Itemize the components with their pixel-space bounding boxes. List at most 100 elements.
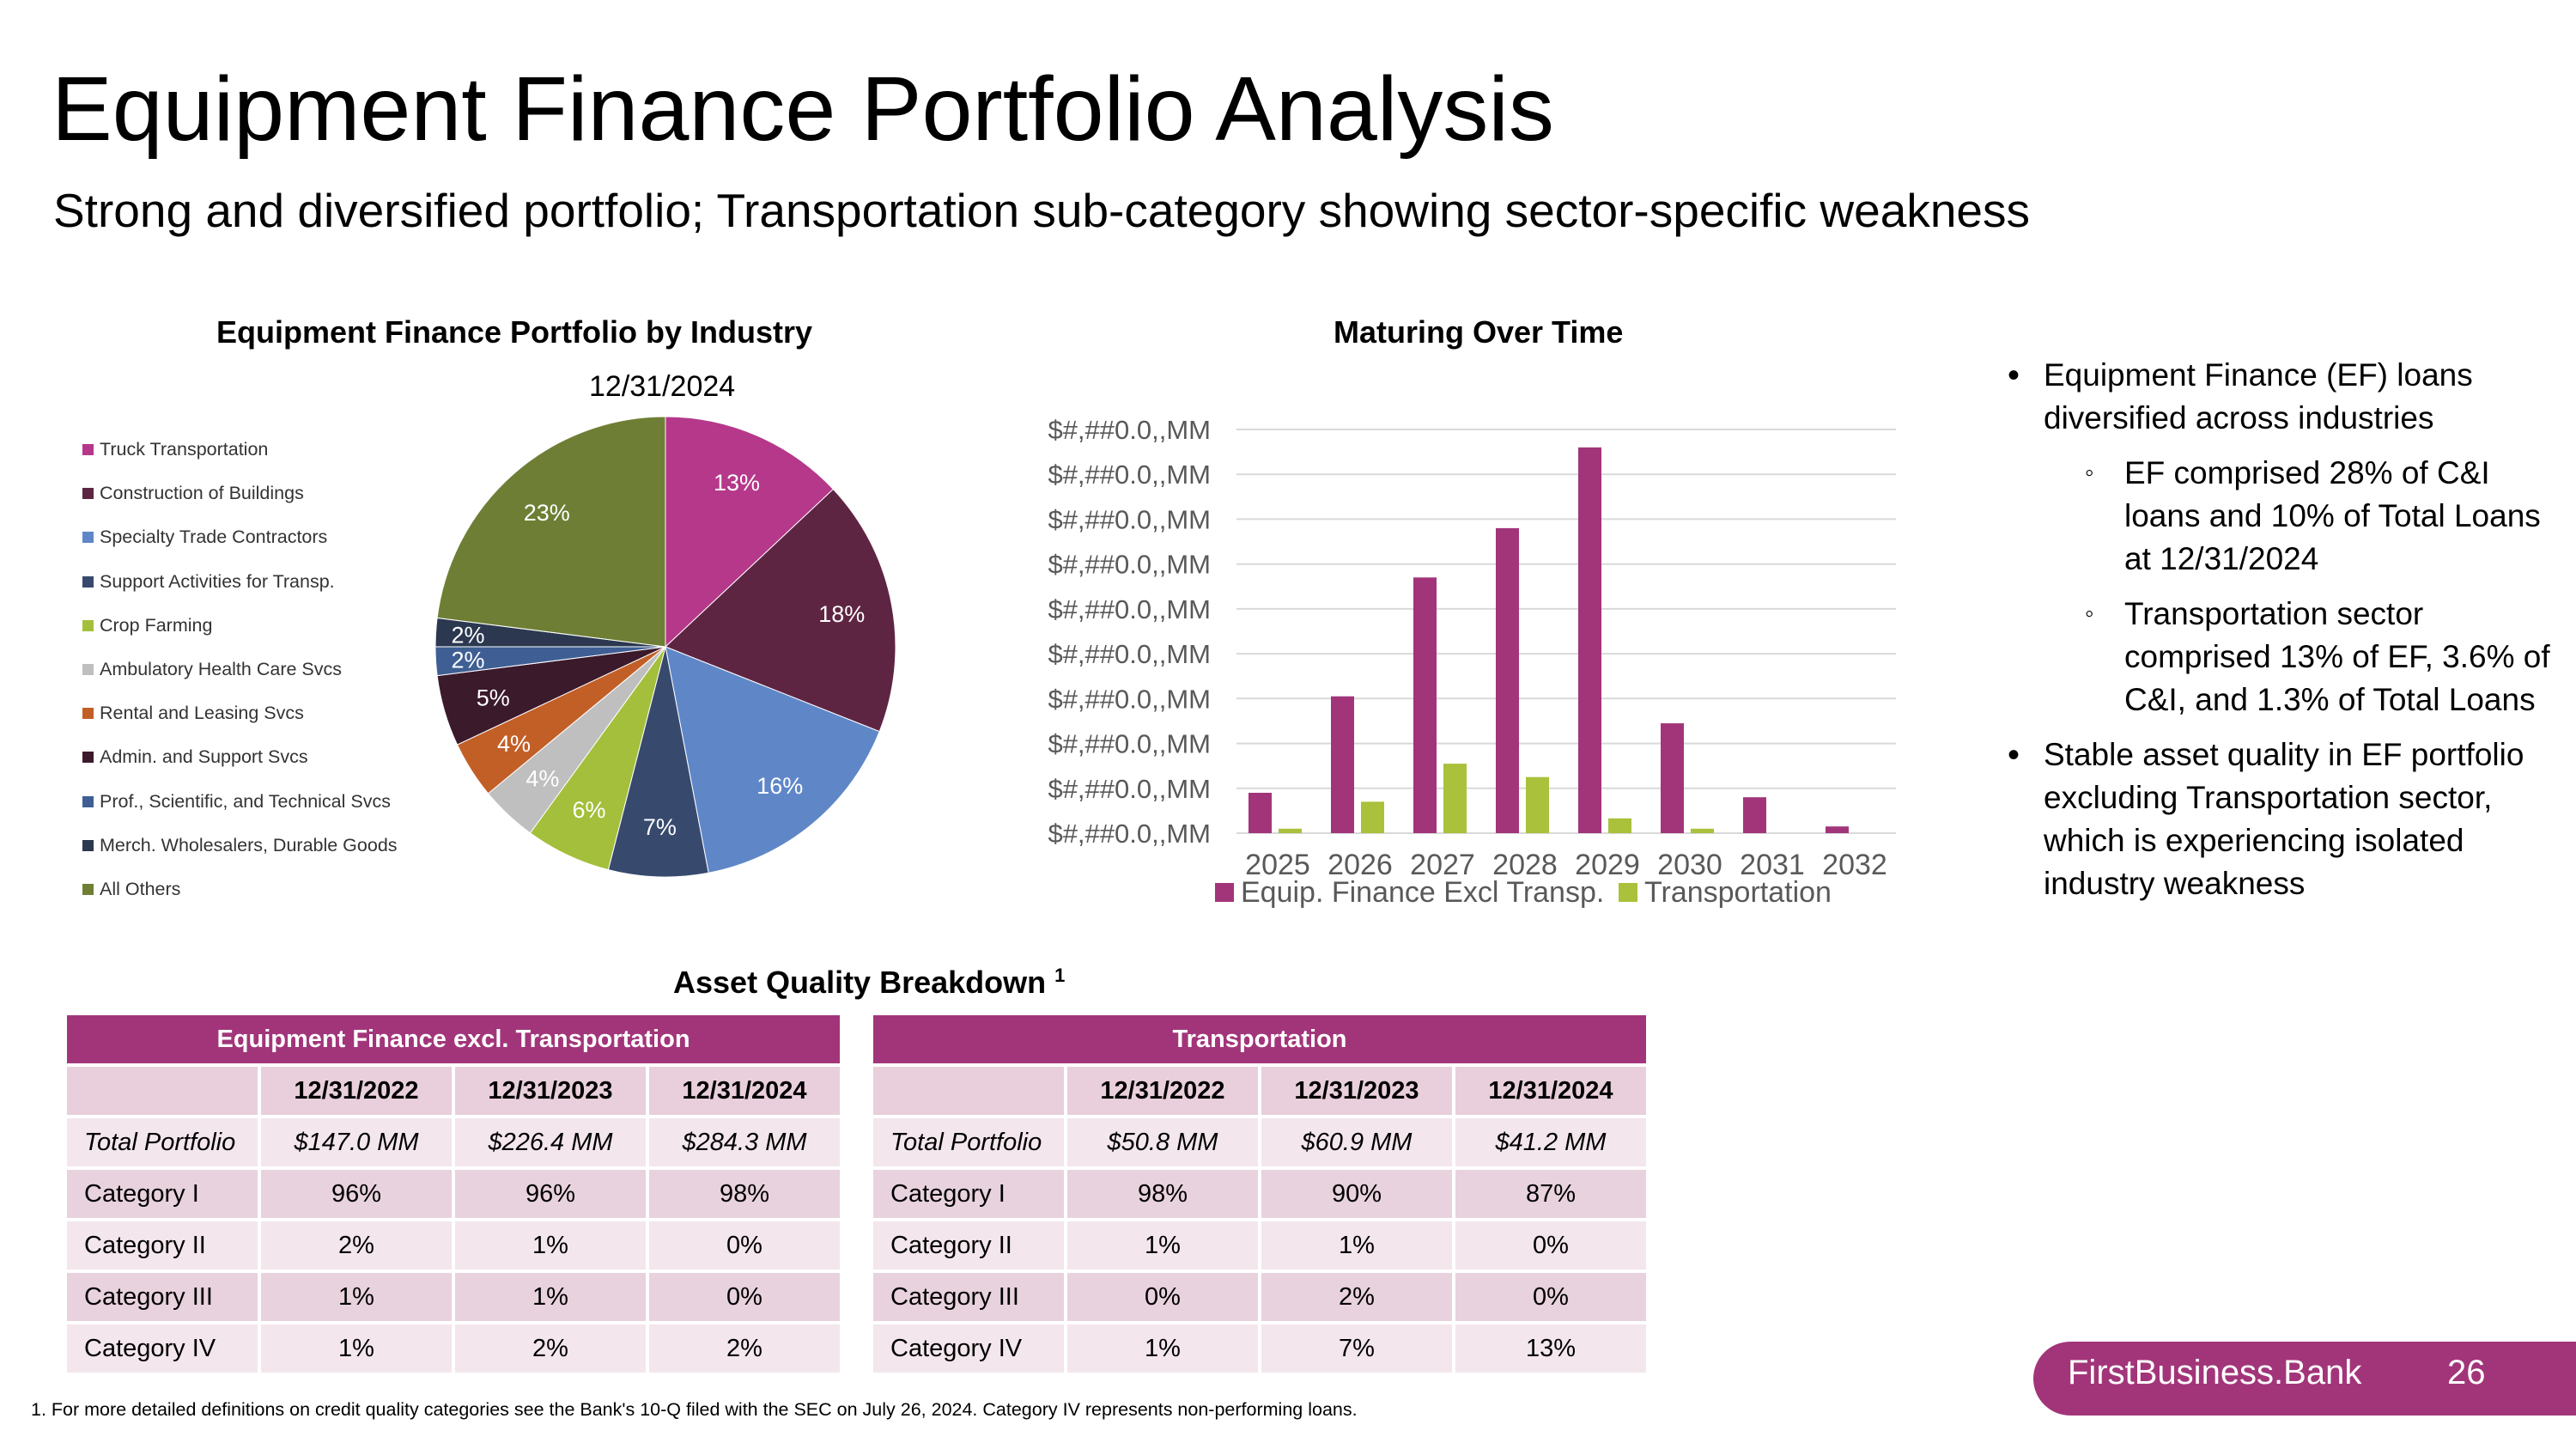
table-cell: 13% bbox=[1455, 1324, 1646, 1373]
asset-quality-title: Asset Quality Breakdown 1 bbox=[673, 965, 1065, 1001]
table-cell: 96% bbox=[261, 1170, 452, 1218]
x-tick-label: 2026 bbox=[1327, 849, 1393, 881]
bar bbox=[1361, 801, 1384, 833]
pie-slice bbox=[665, 646, 880, 874]
table-cell: 1% bbox=[455, 1273, 646, 1321]
row-label: Total Portfolio bbox=[67, 1118, 258, 1166]
x-tick-label: 2029 bbox=[1575, 849, 1640, 881]
bullet-item: Equipment Finance (EF) loans diversified… bbox=[2008, 354, 2557, 440]
table-row: Category III 0% 2% 0% bbox=[873, 1273, 1646, 1321]
table-cell: 1% bbox=[261, 1324, 452, 1373]
table-column-header: 12/31/2023 bbox=[1261, 1067, 1452, 1115]
legend-item: Admin. and Support Svcs bbox=[82, 735, 398, 779]
pie-slice-label: 5% bbox=[477, 685, 510, 710]
row-label: Category III bbox=[873, 1273, 1064, 1321]
table-cell: 0% bbox=[1455, 1273, 1646, 1321]
table-row: Category II 2% 1% 0% bbox=[67, 1221, 840, 1269]
table-cell: 0% bbox=[649, 1221, 840, 1269]
table-cell: $284.3 MM bbox=[649, 1118, 840, 1166]
pie-slice-label: 2% bbox=[451, 648, 484, 673]
legend-swatch bbox=[82, 883, 94, 895]
legend-swatch bbox=[82, 752, 94, 764]
legend-item: Crop Farming bbox=[82, 604, 398, 648]
legend-swatch bbox=[82, 839, 94, 851]
table-corner-cell bbox=[67, 1067, 258, 1115]
legend-swatch bbox=[82, 708, 94, 720]
pie-chart-title: Equipment Finance Portfolio by Industry bbox=[216, 314, 813, 350]
row-label: Category II bbox=[873, 1221, 1064, 1269]
bar bbox=[1608, 818, 1631, 833]
footnote-mark: 1 bbox=[1054, 965, 1066, 986]
table-column-header: 12/31/2022 bbox=[261, 1067, 452, 1115]
row-label: Category I bbox=[67, 1170, 258, 1218]
pie-legend: Truck Transportation Construction of Buil… bbox=[82, 428, 398, 911]
legend-swatch bbox=[82, 619, 94, 631]
legend-item: Rental and Leasing Svcs bbox=[82, 691, 398, 735]
x-tick-label: 2028 bbox=[1492, 849, 1558, 881]
pie-slice-label: 2% bbox=[451, 623, 484, 648]
legend-label: Construction of Buildings bbox=[100, 483, 304, 504]
legend-item: Merch. Wholesalers, Durable Goods bbox=[82, 824, 398, 868]
table-row: Category IV 1% 7% 13% bbox=[873, 1324, 1646, 1373]
pie-slice-label: 7% bbox=[643, 814, 677, 840]
y-tick-label: $#,##0.0,,MM bbox=[1048, 594, 1211, 624]
table-cell: 1% bbox=[455, 1221, 646, 1269]
bar-chart-title: Maturing Over Time bbox=[1334, 314, 1624, 350]
row-label: Category IV bbox=[67, 1324, 258, 1373]
bar bbox=[1249, 793, 1272, 833]
table-cell: 7% bbox=[1261, 1324, 1452, 1373]
x-tick-label: 2031 bbox=[1740, 849, 1805, 881]
page-number: 26 bbox=[2447, 1354, 2486, 1391]
pie-slice bbox=[436, 416, 666, 648]
x-tick-label: 2025 bbox=[1245, 849, 1310, 881]
bar bbox=[1691, 828, 1714, 833]
pie-chart-date: 12/31/2024 bbox=[589, 370, 736, 403]
table-cell: 0% bbox=[649, 1273, 840, 1321]
page-title: Equipment Finance Portfolio Analysis bbox=[52, 58, 1554, 160]
pie-slice-label: 4% bbox=[497, 731, 531, 757]
brand-logo-text: FirstBusiness.Bank bbox=[2068, 1354, 2362, 1391]
row-label: Category I bbox=[873, 1170, 1064, 1218]
legend-label: Ambulatory Health Care Svcs bbox=[100, 659, 342, 680]
legend-swatch bbox=[82, 664, 94, 676]
table-cell: 1% bbox=[1067, 1221, 1258, 1269]
legend-swatch bbox=[82, 795, 94, 807]
legend-label: Crop Farming bbox=[100, 614, 213, 636]
table-cell: 1% bbox=[1067, 1324, 1258, 1373]
legend-label: Transportation bbox=[1644, 876, 1832, 909]
table-row: Category I 96% 96% 98% bbox=[67, 1170, 840, 1218]
table-row: Category I 98% 90% 87% bbox=[873, 1170, 1646, 1218]
bar bbox=[1661, 723, 1684, 833]
legend-label: Rental and Leasing Svcs bbox=[100, 703, 304, 724]
pie-slice-label: 16% bbox=[756, 773, 803, 799]
asset-quality-title-text: Asset Quality Breakdown bbox=[673, 965, 1047, 1000]
bar bbox=[1826, 826, 1849, 833]
pie-slice-label: 13% bbox=[714, 470, 760, 496]
y-tick-label: $#,##0.0,,MM bbox=[1048, 504, 1211, 534]
y-tick-label: $#,##0.0,,MM bbox=[1048, 819, 1211, 849]
table-cell: 0% bbox=[1455, 1221, 1646, 1269]
y-tick-label: $#,##0.0,,MM bbox=[1048, 415, 1211, 445]
y-tick-label: $#,##0.0,,MM bbox=[1048, 550, 1211, 580]
page-subtitle: Strong and diversified portfolio; Transp… bbox=[53, 184, 2030, 237]
legend-item: Specialty Trade Contractors bbox=[82, 515, 398, 559]
footnote: 1. For more detailed definitions on cred… bbox=[31, 1399, 1358, 1420]
bullet-list: Equipment Finance (EF) loans diversified… bbox=[2008, 354, 2557, 917]
y-tick-label: $#,##0.0,,MM bbox=[1048, 729, 1211, 759]
row-label: Category III bbox=[67, 1273, 258, 1321]
bar bbox=[1496, 527, 1519, 833]
pie-slice-label: 6% bbox=[572, 797, 605, 823]
pie-slice bbox=[665, 416, 835, 648]
y-tick-label: $#,##0.0,,MM bbox=[1048, 639, 1211, 669]
pie-slice-label: 23% bbox=[524, 500, 570, 526]
table-cell: 96% bbox=[455, 1170, 646, 1218]
table-cell: $147.0 MM bbox=[261, 1118, 452, 1166]
legend-item: All Others bbox=[82, 868, 398, 911]
y-tick-label: $#,##0.0,,MM bbox=[1048, 460, 1211, 490]
table-row: Category II 1% 1% 0% bbox=[873, 1221, 1646, 1269]
legend-label: Support Activities for Transp. bbox=[100, 570, 335, 592]
x-tick-label: 2027 bbox=[1410, 849, 1475, 881]
table-cell: 2% bbox=[455, 1324, 646, 1373]
x-tick-label: 2030 bbox=[1657, 849, 1722, 881]
y-tick-label: $#,##0.0,,MM bbox=[1048, 684, 1211, 714]
